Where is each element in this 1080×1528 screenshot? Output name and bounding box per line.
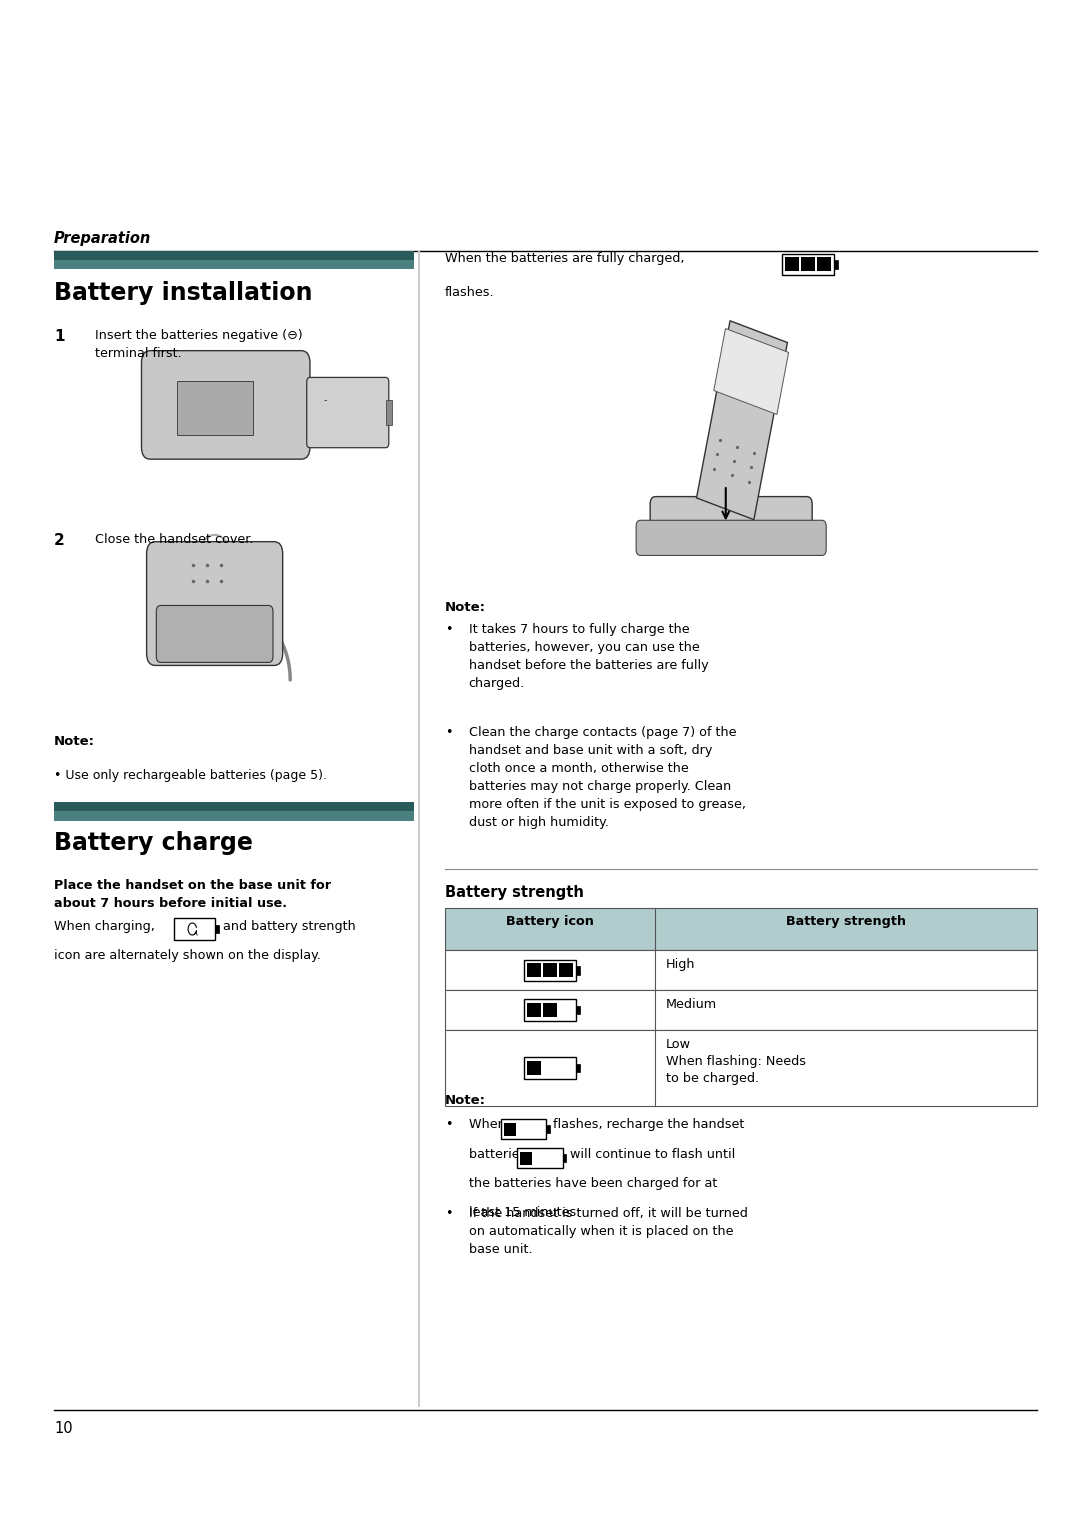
Text: icon are alternately shown on the display.: icon are alternately shown on the displa… (54, 949, 321, 963)
Text: When the batteries are fully charged,: When the batteries are fully charged, (445, 252, 688, 266)
Text: If the handset is turned off, it will be turned
on automatically when it is plac: If the handset is turned off, it will be… (469, 1207, 747, 1256)
Bar (54, 811, 414, 821)
Bar (445, 990, 1037, 1030)
Text: Battery icon: Battery icon (507, 915, 594, 929)
Text: flashes.: flashes. (445, 286, 495, 299)
Bar (524, 1057, 576, 1079)
Text: High: High (666, 958, 696, 972)
Text: When: When (469, 1118, 510, 1132)
Bar (543, 964, 557, 976)
Text: Low
When flashing: Needs
to be charged.: Low When flashing: Needs to be charged. (666, 1038, 806, 1085)
Text: Clean the charge contacts (page 7) of the
handset and base unit with a soft, dry: Clean the charge contacts (page 7) of th… (469, 726, 745, 828)
Bar (174, 918, 215, 940)
Text: It takes 7 hours to fully charge the
batteries, however, you can use the
handset: It takes 7 hours to fully charge the bat… (469, 623, 708, 691)
Bar (445, 950, 1037, 990)
Text: flashes, recharge the handset: flashes, recharge the handset (549, 1118, 744, 1132)
Bar (834, 260, 838, 269)
Bar (782, 254, 834, 275)
Bar (563, 1154, 566, 1163)
Bar (527, 964, 541, 976)
Bar (527, 1062, 541, 1074)
Bar (501, 1118, 546, 1138)
Bar (816, 258, 831, 270)
Bar (215, 924, 219, 934)
Text: Battery strength: Battery strength (786, 915, 906, 929)
Bar (543, 1004, 557, 1016)
FancyBboxPatch shape (147, 542, 283, 665)
Bar (527, 1004, 541, 1016)
Text: will continue to flash until: will continue to flash until (566, 1148, 735, 1161)
Bar (386, 400, 392, 425)
Bar (54, 251, 414, 260)
Text: • Use only rechargeable batteries (page 5).: • Use only rechargeable batteries (page … (54, 769, 327, 782)
Text: Place the handset on the base unit for
about 7 hours before initial use.: Place the handset on the base unit for a… (54, 879, 332, 909)
Text: Note:: Note: (445, 601, 486, 614)
Bar (177, 380, 253, 435)
Text: Note:: Note: (445, 1094, 486, 1108)
Bar (801, 258, 814, 270)
FancyBboxPatch shape (636, 520, 826, 555)
Bar (445, 908, 1037, 950)
Text: Battery installation: Battery installation (54, 281, 312, 306)
Bar (54, 260, 414, 269)
Bar (546, 1125, 550, 1134)
FancyBboxPatch shape (650, 497, 812, 550)
Text: Preparation: Preparation (54, 231, 151, 246)
Text: •: • (445, 1207, 453, 1221)
Bar (524, 960, 576, 981)
Text: least 15 minutes.: least 15 minutes. (469, 1206, 580, 1219)
Bar (559, 964, 572, 976)
Bar (521, 1152, 532, 1164)
Text: and battery strength: and battery strength (219, 920, 356, 934)
Text: -: - (323, 396, 327, 405)
Text: Close the handset cover.: Close the handset cover. (95, 533, 254, 547)
Text: •: • (445, 623, 453, 637)
Bar (576, 1005, 580, 1015)
Text: batteries.: batteries. (469, 1148, 535, 1161)
Text: Battery strength: Battery strength (445, 885, 584, 900)
Text: 1: 1 (54, 329, 65, 344)
Text: Battery charge: Battery charge (54, 831, 253, 856)
FancyBboxPatch shape (157, 605, 273, 663)
Text: •: • (445, 726, 453, 740)
Bar (576, 1063, 580, 1073)
Text: Insert the batteries negative (⊖)
terminal first.: Insert the batteries negative (⊖) termin… (95, 329, 302, 359)
Bar (54, 802, 414, 811)
Bar (517, 1149, 563, 1167)
Bar (785, 258, 799, 270)
Polygon shape (714, 329, 788, 414)
Text: 2: 2 (54, 533, 65, 549)
FancyBboxPatch shape (141, 351, 310, 458)
Bar (504, 1123, 516, 1135)
Bar (576, 966, 580, 975)
Text: Medium: Medium (666, 998, 717, 1012)
Text: Note:: Note: (54, 735, 95, 749)
Text: the batteries have been charged for at: the batteries have been charged for at (469, 1177, 717, 1190)
Text: When charging,: When charging, (54, 920, 159, 934)
Text: •: • (445, 1118, 453, 1132)
Bar (524, 999, 576, 1021)
Polygon shape (697, 321, 787, 520)
FancyBboxPatch shape (307, 377, 389, 448)
Text: 10: 10 (54, 1421, 72, 1436)
Bar (445, 1030, 1037, 1106)
